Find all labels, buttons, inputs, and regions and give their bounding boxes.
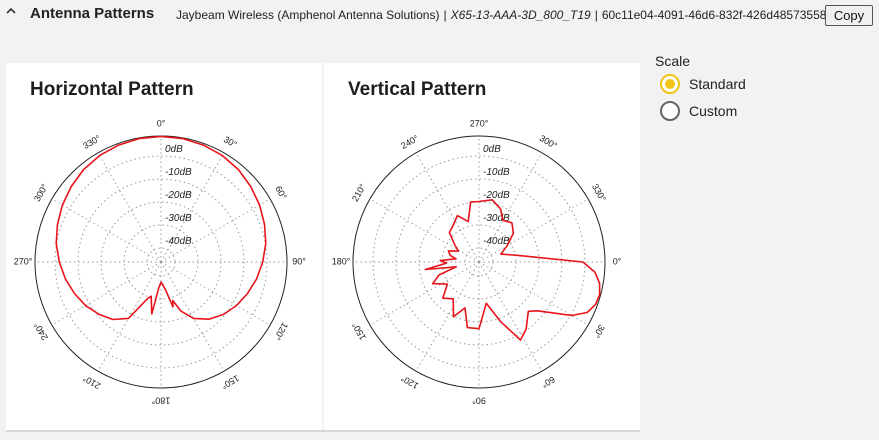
db-ring-label: 0dB xyxy=(165,144,183,155)
vertical-pattern-title: Vertical Pattern xyxy=(348,79,487,100)
outer-ring xyxy=(34,135,288,389)
db-ring xyxy=(77,178,245,346)
radio-custom-label: Custom xyxy=(689,103,738,119)
db-ring xyxy=(372,155,586,369)
scale-label: Scale xyxy=(655,53,691,69)
angle-label: 60° xyxy=(540,374,557,390)
angle-spoke xyxy=(369,261,480,326)
angle-label: 270° xyxy=(14,256,33,266)
outer-ring xyxy=(352,135,606,389)
angle-spoke xyxy=(51,198,162,263)
radio-standard[interactable] xyxy=(660,74,680,94)
copy-button[interactable]: Copy xyxy=(825,5,873,26)
angle-spoke xyxy=(415,261,480,372)
angle-label: 330° xyxy=(590,182,608,203)
angle-label: 180° xyxy=(332,256,351,266)
horizontal-pattern-plot: 0dB -10dB -20dB -30dB -40dB 0° 30° 60° 90° 120° 15… xyxy=(14,118,307,406)
radio-custom[interactable] xyxy=(660,101,680,121)
angle-label: 330° xyxy=(81,133,102,151)
angle-label: 30° xyxy=(222,134,239,150)
pattern-trace xyxy=(55,135,267,321)
angle-spoke xyxy=(160,198,271,263)
scale-option-standard[interactable]: Standard xyxy=(660,73,746,95)
model-name: X65-13-AAA-3D_800_T19 xyxy=(450,8,591,22)
angle-label: 150° xyxy=(219,373,240,391)
horizontal-pattern-panel: Horizontal Pattern 0dB -10dB -20dB -30dB -40… xyxy=(6,63,322,431)
vertical-pattern-plot: 0dB -10dB -20dB -30dB -40dB 0° 30° 60° 90° 120° 15… xyxy=(332,118,622,406)
angle-spoke xyxy=(51,261,162,326)
db-ring xyxy=(395,178,563,346)
angle-label: 60° xyxy=(273,184,289,201)
angle-label: 240° xyxy=(399,133,420,151)
db-ring-label: -40dB xyxy=(483,236,510,247)
angle-spoke xyxy=(415,152,480,263)
db-ring-label: -30dB xyxy=(483,213,510,224)
angle-label: 120° xyxy=(399,373,420,391)
angle-spoke xyxy=(160,261,225,372)
separator: | xyxy=(594,8,598,22)
angle-label: 0° xyxy=(157,118,166,128)
antenna-meta: Jaybeam Wireless (Amphenol Antenna Solut… xyxy=(176,8,826,22)
angle-label: 300° xyxy=(538,133,559,151)
section-header: Antenna Patterns Jaybeam Wireless (Amphe… xyxy=(0,0,879,36)
angle-spoke xyxy=(160,152,225,263)
vertical-pattern-panel: Vertical Pattern 0dB -10dB -20dB -30dB -40dB… xyxy=(324,63,640,431)
db-ring-label: -40dB xyxy=(165,236,192,247)
angle-label: 90° xyxy=(472,396,486,406)
db-ring-label: -20dB xyxy=(483,190,510,201)
horizontal-pattern-title: Horizontal Pattern xyxy=(30,79,194,100)
db-ring-label: -20dB xyxy=(165,190,192,201)
angle-label: 120° xyxy=(272,321,290,342)
chevron-up-icon[interactable] xyxy=(4,4,18,18)
angle-label: 210° xyxy=(81,373,102,391)
angle-label: 210° xyxy=(350,182,368,203)
radio-standard-label: Standard xyxy=(689,76,746,92)
angle-spoke xyxy=(478,261,543,372)
angle-label: 180° xyxy=(151,396,170,406)
angle-spoke xyxy=(160,261,271,326)
db-ring-label: -30dB xyxy=(165,213,192,224)
angle-label: 240° xyxy=(32,320,50,341)
antenna-uuid: 60c11e04-4091-46d6-832f-426d48573558 xyxy=(601,8,827,22)
angle-label: 270° xyxy=(470,118,489,128)
separator: | xyxy=(443,8,447,22)
angle-label: 0° xyxy=(613,256,622,266)
angle-spoke xyxy=(478,198,589,263)
panel-divider xyxy=(6,430,640,432)
angle-spoke xyxy=(369,198,480,263)
db-ring-label: -10dB xyxy=(165,167,192,178)
angle-label: 90° xyxy=(292,256,306,266)
angle-spoke xyxy=(478,152,543,263)
db-ring-label: 0dB xyxy=(483,144,501,155)
scale-option-custom[interactable]: Custom xyxy=(660,100,737,122)
section-title: Antenna Patterns xyxy=(30,5,155,22)
angle-label: 150° xyxy=(350,320,368,341)
db-ring-label: -10dB xyxy=(483,167,510,178)
angle-label: 30° xyxy=(591,323,607,340)
db-ring xyxy=(54,155,268,369)
pattern-trace xyxy=(424,199,601,341)
angle-spoke xyxy=(97,152,162,263)
manufacturer-name: Jaybeam Wireless (Amphenol Antenna Solut… xyxy=(176,8,440,22)
angle-label: 300° xyxy=(32,182,50,203)
